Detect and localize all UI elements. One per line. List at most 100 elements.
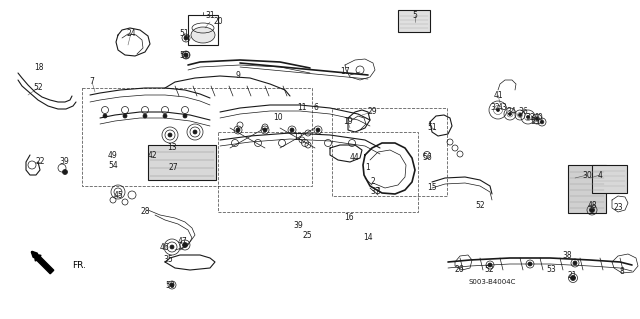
Text: 42: 42 [147, 151, 157, 160]
Text: 2: 2 [371, 177, 376, 187]
Circle shape [589, 207, 595, 212]
Text: 52: 52 [475, 201, 485, 210]
Bar [218, 132, 418, 212]
Text: 48: 48 [587, 201, 597, 210]
Ellipse shape [191, 27, 215, 43]
Circle shape [182, 242, 188, 248]
Text: 47: 47 [177, 238, 187, 247]
Bar [568, 165, 606, 213]
Circle shape [143, 114, 147, 118]
Text: 25: 25 [302, 231, 312, 240]
Circle shape [497, 108, 499, 112]
Bar [592, 165, 627, 193]
Circle shape [528, 262, 532, 266]
Text: 36: 36 [518, 108, 528, 116]
Circle shape [168, 133, 172, 137]
Circle shape [527, 115, 529, 118]
Circle shape [536, 117, 538, 121]
Text: 43: 43 [498, 103, 508, 113]
Circle shape [123, 114, 127, 118]
Text: 34: 34 [506, 108, 516, 116]
Circle shape [236, 128, 240, 132]
Circle shape [488, 263, 492, 267]
Text: 37: 37 [370, 188, 380, 197]
Text: 46: 46 [160, 243, 170, 253]
Circle shape [103, 114, 107, 118]
Bar [332, 108, 447, 196]
Text: 20: 20 [213, 18, 223, 26]
Circle shape [316, 128, 320, 132]
Circle shape [263, 128, 267, 132]
Text: 15: 15 [427, 183, 437, 192]
Text: 33: 33 [525, 114, 535, 122]
Text: 56: 56 [422, 153, 432, 162]
Text: 55: 55 [530, 117, 540, 127]
Circle shape [163, 114, 167, 118]
Text: 13: 13 [167, 144, 177, 152]
FancyArrow shape [34, 254, 54, 274]
Text: 17: 17 [340, 68, 350, 77]
Text: 32: 32 [490, 103, 500, 113]
Bar [188, 15, 218, 45]
Text: 1: 1 [365, 164, 371, 173]
Text: 49: 49 [108, 151, 118, 160]
Text: 9: 9 [236, 70, 241, 79]
Text: 22: 22 [35, 158, 45, 167]
Circle shape [570, 276, 575, 280]
Circle shape [63, 169, 67, 174]
Text: 39: 39 [59, 158, 69, 167]
Text: 21: 21 [567, 271, 577, 279]
Circle shape [170, 283, 174, 287]
Text: 14: 14 [363, 234, 373, 242]
Text: 38: 38 [562, 250, 572, 259]
Bar [398, 10, 430, 32]
Text: 3: 3 [376, 188, 380, 197]
Text: 8: 8 [620, 268, 625, 277]
Text: 45: 45 [113, 190, 123, 199]
Bar [82, 88, 312, 186]
Text: 19: 19 [343, 117, 353, 127]
Text: 24: 24 [126, 28, 136, 38]
Text: 54: 54 [108, 160, 118, 169]
Text: 31: 31 [205, 11, 215, 19]
Text: 30: 30 [582, 170, 592, 180]
Circle shape [170, 245, 174, 249]
Text: 16: 16 [344, 213, 354, 222]
Text: 52: 52 [33, 84, 43, 93]
Text: 53: 53 [546, 265, 556, 275]
Text: 40: 40 [533, 114, 543, 122]
Text: 7: 7 [90, 78, 95, 86]
Text: 6: 6 [314, 103, 319, 113]
Text: 10: 10 [273, 114, 283, 122]
Circle shape [509, 113, 511, 115]
Text: FR.: FR. [72, 261, 86, 270]
Text: 44: 44 [349, 153, 359, 162]
Text: 35: 35 [163, 256, 173, 264]
Text: 50: 50 [165, 280, 175, 290]
Text: 26: 26 [454, 265, 464, 275]
Text: 18: 18 [35, 63, 44, 72]
Circle shape [183, 114, 187, 118]
Text: 56: 56 [179, 50, 189, 60]
Circle shape [193, 130, 197, 134]
Text: 27: 27 [168, 164, 178, 173]
Circle shape [518, 114, 522, 116]
Text: 29: 29 [367, 108, 377, 116]
Circle shape [184, 53, 188, 57]
Text: 28: 28 [140, 207, 150, 217]
Text: 39: 39 [293, 220, 303, 229]
Text: 41: 41 [493, 91, 503, 100]
Circle shape [184, 36, 188, 40]
Text: S003-B4004C: S003-B4004C [468, 279, 516, 285]
Text: 51: 51 [427, 123, 437, 132]
Text: 4: 4 [598, 170, 602, 180]
Text: 11: 11 [297, 103, 307, 113]
Circle shape [573, 261, 577, 265]
Text: 12: 12 [293, 133, 303, 143]
Circle shape [541, 121, 543, 123]
Text: 23: 23 [613, 204, 623, 212]
Text: 52: 52 [484, 265, 494, 275]
Text: 5: 5 [413, 11, 417, 19]
Circle shape [290, 128, 294, 132]
Text: 51: 51 [179, 28, 189, 38]
